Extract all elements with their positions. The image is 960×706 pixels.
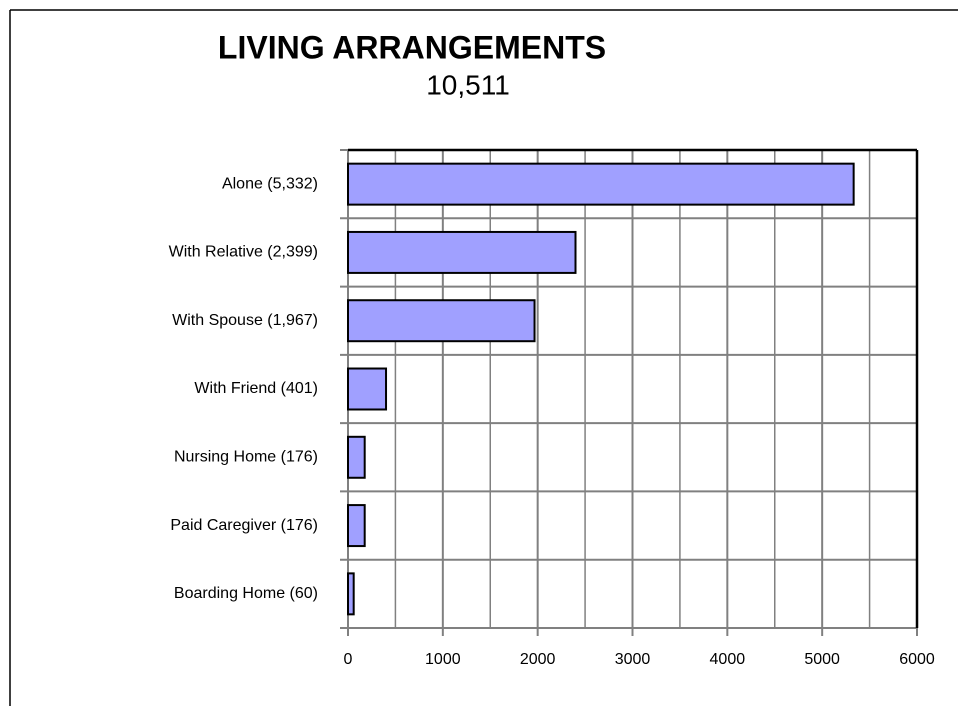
bar — [347, 162, 855, 206]
bar — [347, 367, 388, 411]
bar — [347, 230, 577, 274]
bar — [347, 572, 355, 616]
y-tick-label: Nursing Home (176) — [174, 449, 318, 466]
x-tick-label: 2000 — [520, 651, 556, 668]
x-tick-label: 3000 — [615, 651, 651, 668]
x-tick-label: 0 — [344, 651, 353, 668]
y-tick-label: Alone (5,332) — [222, 175, 318, 192]
chart-subtitle: 10,511 — [426, 69, 510, 100]
x-tick-label: 5000 — [804, 651, 840, 668]
y-tick-label: With Friend (401) — [194, 380, 318, 397]
x-tick-label: 4000 — [710, 651, 746, 668]
y-tick-label: Paid Caregiver (176) — [170, 517, 318, 534]
bar — [347, 299, 536, 343]
bar — [347, 435, 366, 479]
y-tick-label: Boarding Home (60) — [174, 585, 318, 602]
bar — [347, 504, 366, 548]
x-tick-label: 1000 — [425, 651, 461, 668]
y-tick-label: With Spouse (1,967) — [172, 312, 318, 329]
x-tick-label: 6000 — [899, 651, 935, 668]
chart-title: LIVING ARRANGEMENTS — [218, 29, 606, 65]
y-tick-label: With Relative (2,399) — [169, 244, 318, 261]
